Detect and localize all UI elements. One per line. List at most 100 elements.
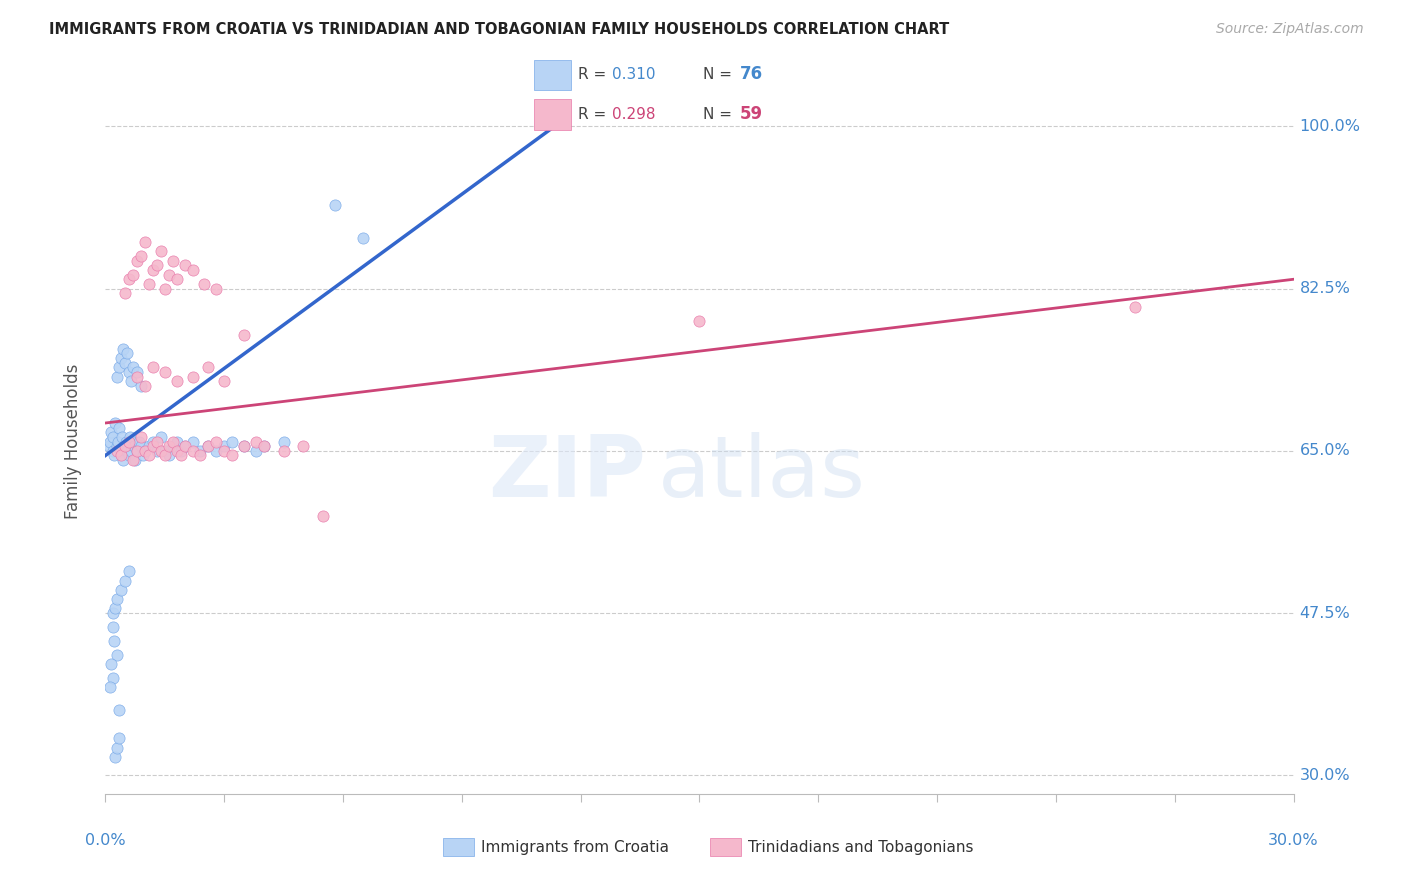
Text: 65.0%: 65.0% [1299,443,1350,458]
Point [104,749,127,764]
Point [122,434,145,449]
Text: 0.310: 0.310 [612,67,655,82]
Text: Trinidadians and Tobagonians: Trinidadians and Tobagonians [748,840,973,855]
Text: R =: R = [578,107,612,121]
Point [110,582,132,597]
Point [105,740,128,755]
Point [114,286,136,301]
Point [166,443,188,458]
Point [162,439,184,453]
Point [114,439,136,453]
Point [197,439,219,453]
Text: 47.5%: 47.5% [1299,606,1350,621]
Text: 59: 59 [740,105,763,123]
Point [214,374,236,388]
Point [118,272,141,286]
Point [101,443,124,458]
Point [153,443,176,458]
Point [221,449,243,463]
Point [205,443,228,458]
Text: 82.5%: 82.5% [1299,281,1350,296]
Point [108,703,131,717]
Bar [534,60,571,90]
Point [103,606,125,620]
Point [233,439,256,453]
Point [127,443,149,458]
Point [105,443,128,458]
Point [157,268,180,282]
Text: 76: 76 [740,65,763,84]
Point [138,277,160,291]
Point [181,434,204,449]
Point [205,281,228,295]
Point [273,434,295,449]
Point [197,439,219,453]
Point [352,230,374,244]
Point [112,342,135,356]
Point [120,443,142,458]
Point [114,574,136,588]
Text: ZIP: ZIP [488,432,645,515]
Point [122,360,145,375]
Point [1123,300,1146,314]
Point [129,439,152,453]
Point [122,439,145,453]
Point [138,439,160,453]
Point [118,449,141,463]
Point [142,263,165,277]
Point [221,434,243,449]
Point [100,425,122,440]
Point [149,443,172,458]
Point [245,434,267,449]
Point [181,369,204,384]
Point [153,365,176,379]
Point [104,601,127,615]
Point [107,434,129,449]
Point [105,369,128,384]
Point [118,365,141,379]
Point [153,449,176,463]
Point [110,449,132,463]
Point [103,449,125,463]
Point [190,449,212,463]
Point [170,443,193,458]
Text: Source: ZipAtlas.com: Source: ZipAtlas.com [1216,22,1364,37]
Text: IMMIGRANTS FROM CROATIA VS TRINIDADIAN AND TOBAGONIAN FAMILY HOUSEHOLDS CORRELAT: IMMIGRANTS FROM CROATIA VS TRINIDADIAN A… [49,22,949,37]
Text: Immigrants from Croatia: Immigrants from Croatia [481,840,669,855]
Text: 0.0%: 0.0% [86,832,125,847]
Point [120,374,142,388]
Point [233,439,256,453]
Text: 100.0%: 100.0% [1299,119,1361,134]
Point [190,443,212,458]
Point [128,434,150,449]
Point [138,449,160,463]
Point [124,453,146,467]
Point [142,439,165,453]
Point [98,439,121,453]
Point [197,360,219,375]
Point [108,360,131,375]
Point [101,620,124,634]
Point [166,434,188,449]
Point [193,277,215,291]
Point [98,680,121,694]
Point [110,443,132,458]
Point [111,430,134,444]
Point [127,369,149,384]
Point [103,671,125,685]
Point [214,439,236,453]
Point [105,648,128,662]
Point [181,263,204,277]
Point [253,439,276,453]
Text: 30.0%: 30.0% [1268,832,1319,847]
Point [118,434,141,449]
Point [142,434,165,449]
Point [273,443,295,458]
Point [122,268,145,282]
Point [132,449,155,463]
Point [129,430,152,444]
Point [181,443,204,458]
Point [118,430,141,444]
Point [105,439,128,453]
Point [134,443,156,458]
